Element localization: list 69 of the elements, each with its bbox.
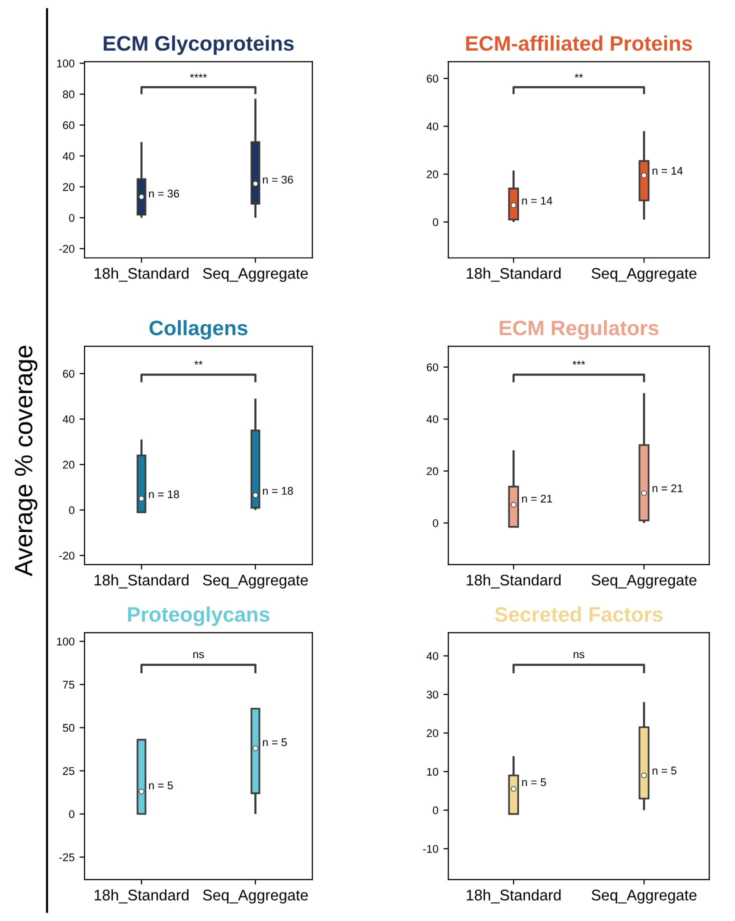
y-tick-label: 0 xyxy=(69,214,74,222)
y-tick-label: 20 xyxy=(63,183,74,191)
chart-title: Collagens xyxy=(150,320,248,340)
y-tick-label: 0 xyxy=(69,506,74,514)
chart-title: Secreted Factors xyxy=(494,606,662,622)
x-tick-label: Seq_Aggregate xyxy=(592,268,696,282)
y-tick-label: 40 xyxy=(426,122,438,130)
annotation: ** xyxy=(194,360,203,365)
x-tick-label: Seq_Aggregate xyxy=(592,890,696,904)
y-tick-label: 60 xyxy=(63,121,74,130)
y-tick-label: 25 xyxy=(63,767,74,775)
chart-title: ECM Glycoproteins xyxy=(104,36,294,55)
y-tick-label: -25 xyxy=(59,853,74,862)
y-tick-label: 60 xyxy=(426,363,438,372)
chart-title: ECM Regulators xyxy=(500,320,658,340)
y-tick-label: -20 xyxy=(59,244,74,253)
y-tick-label: 40 xyxy=(62,152,74,160)
annotation: n = 18 xyxy=(149,490,180,498)
annotation: n = 18 xyxy=(262,486,293,495)
y-tick-label: 20 xyxy=(426,467,438,476)
y-tick-label: -20 xyxy=(59,552,74,560)
annotation: n = 5 xyxy=(652,766,676,775)
x-tick-label: Seq_Aggregate xyxy=(203,574,308,589)
y-tick-label: 50 xyxy=(62,724,74,732)
x-tick-label: 18h_Standard xyxy=(94,574,189,588)
y-tick-label: 20 xyxy=(426,729,438,738)
annotation: n = 36 xyxy=(149,190,180,198)
y-tick-label: 10 xyxy=(427,768,438,776)
chart-title: Proteoglycans xyxy=(128,606,270,626)
annotation: n = 5 xyxy=(262,738,287,746)
annotation: n = 5 xyxy=(522,778,546,786)
annotation: *** xyxy=(572,360,586,365)
x-tick-label: 18h_Standard xyxy=(94,889,189,904)
y-tick-label: 75 xyxy=(63,680,74,689)
y-tick-label: 20 xyxy=(63,460,74,469)
y-tick-label: 30 xyxy=(426,690,438,699)
y-tick-label: 60 xyxy=(63,370,74,378)
x-tick-label: 18h_Standard xyxy=(466,268,561,282)
y-tick-label: 20 xyxy=(426,170,438,178)
annotation: **** xyxy=(190,74,207,78)
y-tick-label: 40 xyxy=(426,652,438,660)
chart-title: ECM-affiliated Proteins xyxy=(466,36,692,51)
y-tick-label: 60 xyxy=(426,74,438,83)
x-tick-label: 18h_Standard xyxy=(466,889,561,904)
annotation: n = 36 xyxy=(262,176,293,184)
y-axis-title: Average % coverage xyxy=(14,346,38,576)
annotation: n = 14 xyxy=(652,166,683,175)
annotation: n = 21 xyxy=(522,494,552,502)
annotation: n = 5 xyxy=(149,782,173,790)
y-tick-label: 0 xyxy=(432,806,438,814)
annotation: n = 21 xyxy=(652,484,683,492)
x-tick-label: Seq_Aggregate xyxy=(203,890,308,904)
annotation: n = 14 xyxy=(522,196,552,205)
y-tick-label: -10 xyxy=(423,844,438,853)
y-tick-label: 40 xyxy=(426,415,438,424)
y-tick-label: 80 xyxy=(62,90,74,98)
y-tick-label: 0 xyxy=(69,810,74,818)
y-tick-label: 0 xyxy=(432,218,438,226)
x-tick-label: Seq_Aggregate xyxy=(592,574,696,589)
y-tick-label: 100 xyxy=(57,60,74,68)
x-tick-label: Seq_Aggregate xyxy=(203,268,308,282)
y-tick-label: 40 xyxy=(62,415,74,424)
x-tick-label: 18h_Standard xyxy=(94,268,189,282)
annotation: ns xyxy=(574,652,584,658)
x-tick-label: 18h_Standard xyxy=(466,574,561,588)
y-tick-label: 0 xyxy=(432,519,438,528)
annotation: ** xyxy=(574,74,583,78)
y-tick-label: 100 xyxy=(57,638,74,646)
annotation: ns xyxy=(193,652,204,658)
